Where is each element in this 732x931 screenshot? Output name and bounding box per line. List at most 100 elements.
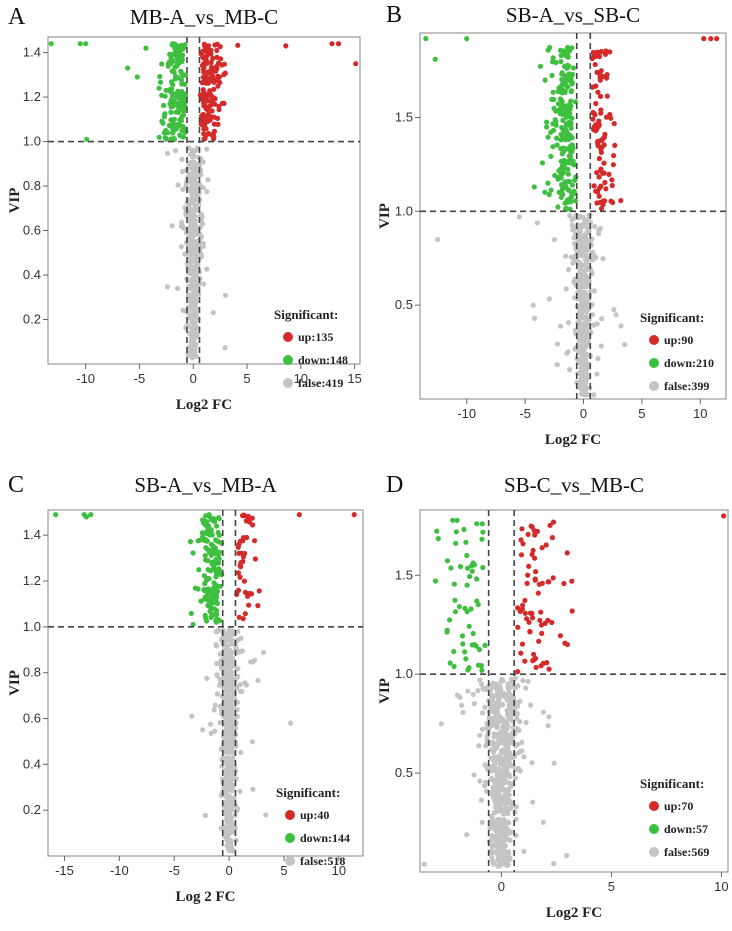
point-down (159, 61, 165, 67)
point-down (177, 117, 183, 123)
point-false (465, 688, 471, 694)
point-down (453, 540, 459, 546)
point-up (199, 80, 205, 86)
point-false (438, 721, 444, 727)
point-false (495, 817, 501, 823)
point-down (570, 65, 577, 71)
point-false (591, 392, 597, 398)
point-false (564, 350, 570, 356)
point-up (219, 62, 225, 68)
point-up (203, 57, 209, 63)
panel-letter: D (386, 472, 403, 498)
point-down (560, 158, 566, 164)
point-false (585, 227, 591, 233)
point-down (83, 41, 89, 47)
legend: Significant: up:70 down:57 false:569 (640, 776, 709, 859)
point-up (256, 588, 262, 594)
point-down (175, 46, 181, 52)
point-down (434, 528, 440, 534)
point-up (602, 198, 608, 204)
point-down (201, 587, 207, 593)
point-false (288, 720, 294, 726)
point-up (519, 606, 526, 612)
point-up (235, 570, 241, 576)
point-down (216, 549, 223, 555)
point-down (566, 198, 572, 204)
legend-label-false: false:399 (664, 379, 709, 393)
point-up (201, 41, 207, 47)
point-false (585, 247, 591, 253)
point-down (48, 41, 54, 47)
point-down (464, 552, 470, 559)
point-down (566, 153, 572, 159)
point-down (444, 629, 450, 635)
point-up (241, 578, 247, 584)
point-down (567, 106, 573, 112)
point-down (171, 135, 177, 142)
y-tick-label: 0.4 (23, 267, 41, 282)
point-down (168, 60, 174, 66)
point-up (612, 142, 618, 148)
point-false (223, 740, 229, 746)
point-false (182, 251, 188, 257)
point-down (209, 516, 215, 523)
point-up (531, 651, 537, 657)
x-tick-label: -5 (134, 371, 146, 386)
point-down (569, 45, 575, 51)
point-false (184, 260, 190, 266)
point-false (501, 832, 507, 839)
point-false (517, 768, 523, 774)
point-false (565, 267, 572, 273)
point-down (565, 171, 572, 177)
point-up (532, 576, 538, 582)
point-down (169, 104, 175, 110)
point-false (503, 805, 509, 811)
point-down (203, 577, 209, 584)
point-down (190, 550, 196, 556)
point-false (164, 150, 171, 156)
point-false (228, 759, 234, 765)
point-down (161, 130, 167, 136)
point-up (200, 53, 206, 60)
point-down (480, 529, 486, 535)
point-up (212, 101, 218, 107)
point-false (226, 656, 233, 662)
point-down (172, 41, 178, 47)
point-false (580, 321, 586, 328)
x-tick-label: 10 (693, 406, 707, 421)
point-false (460, 709, 466, 716)
point-false (492, 798, 498, 804)
point-false (571, 235, 577, 241)
point-false (434, 236, 441, 243)
point-false (192, 343, 198, 350)
point-up (248, 591, 255, 597)
point-up (527, 610, 534, 616)
point-false (492, 754, 498, 760)
point-down (199, 530, 205, 536)
point-false (255, 677, 261, 683)
point-false (530, 799, 536, 805)
point-up (203, 132, 209, 138)
point-false (187, 248, 193, 254)
point-false (229, 669, 235, 675)
point-false (491, 777, 497, 784)
point-down (157, 74, 163, 80)
x-tick-label: -5 (519, 406, 531, 421)
point-up (522, 610, 528, 616)
point-false (200, 727, 206, 733)
point-down (157, 79, 164, 85)
point-false (226, 715, 232, 722)
legend-title: Significant: (640, 310, 704, 325)
point-false (243, 682, 249, 688)
point-false (613, 312, 619, 318)
point-down (190, 621, 196, 628)
point-down (205, 558, 211, 564)
point-false (204, 675, 210, 682)
point-up (593, 53, 599, 59)
point-false (215, 627, 221, 633)
point-false (505, 852, 511, 858)
point-up (515, 669, 521, 675)
point-false (227, 648, 234, 654)
point-false (505, 811, 511, 817)
point-false (569, 222, 575, 228)
